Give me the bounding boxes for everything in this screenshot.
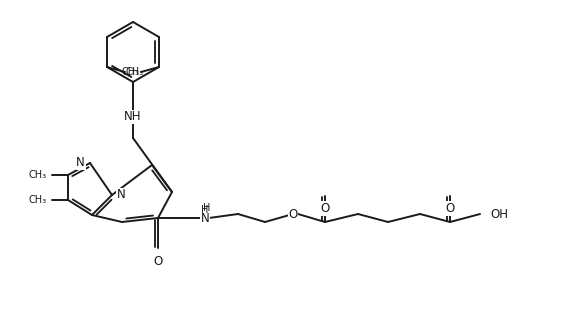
Text: H: H: [203, 203, 211, 213]
Text: N: N: [201, 212, 210, 225]
Text: N: N: [76, 157, 85, 169]
Text: N: N: [117, 188, 126, 202]
Text: OH: OH: [490, 207, 508, 221]
Text: H: H: [201, 205, 209, 215]
Text: CH₃: CH₃: [29, 170, 47, 180]
Text: O: O: [153, 255, 162, 268]
Text: CH₃: CH₃: [126, 67, 144, 77]
Text: NH: NH: [124, 110, 142, 124]
Text: O: O: [445, 202, 455, 215]
Text: O: O: [320, 202, 329, 215]
Text: CH₃: CH₃: [29, 195, 47, 205]
Text: CH₃: CH₃: [122, 67, 140, 77]
Text: O: O: [288, 207, 298, 221]
